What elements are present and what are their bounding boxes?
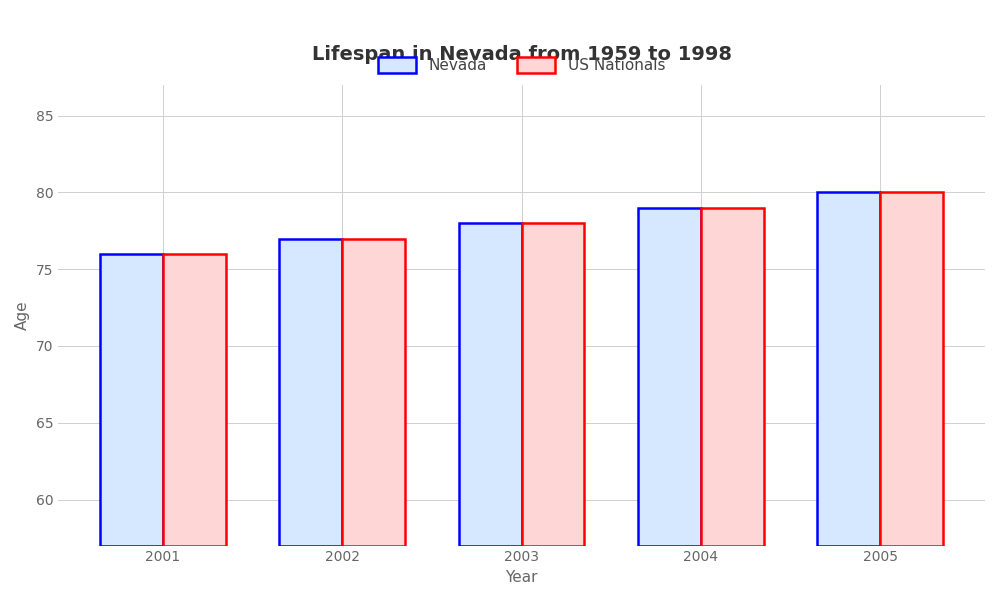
Bar [459, 223, 522, 545]
Bar [701, 208, 764, 545]
Bar [880, 193, 943, 545]
X-axis label: Year: Year [505, 570, 538, 585]
Bar [638, 208, 701, 545]
Bar [522, 223, 584, 545]
Y-axis label: Age: Age [15, 301, 30, 330]
Bar [342, 239, 405, 545]
Title: Lifespan in Nevada from 1959 to 1998: Lifespan in Nevada from 1959 to 1998 [312, 45, 732, 64]
Bar [100, 254, 163, 545]
Bar [163, 254, 226, 545]
Legend: Nevada, US Nationals: Nevada, US Nationals [372, 51, 671, 79]
Bar [817, 193, 880, 545]
Bar [279, 239, 342, 545]
